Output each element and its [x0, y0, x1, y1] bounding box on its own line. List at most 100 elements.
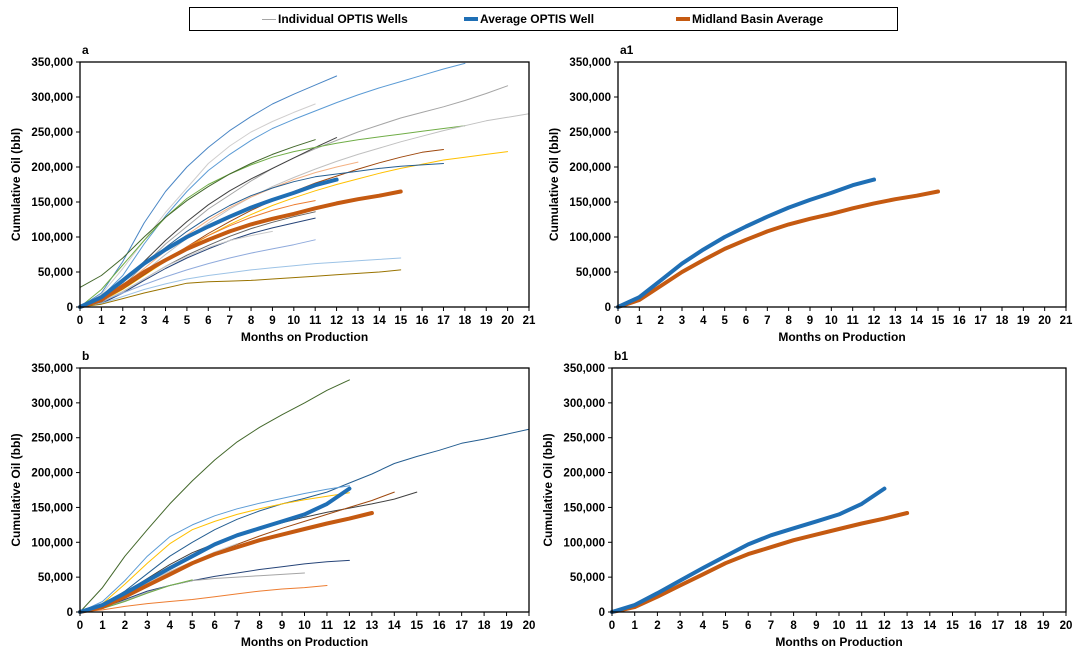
y-tick-label: 150,000: [31, 502, 73, 514]
x-tick-label: 20: [1038, 315, 1051, 327]
series-line-midland-1: [78, 189, 403, 309]
plot-area-frame: [617, 61, 1067, 308]
x-tick-label: 1: [99, 620, 106, 632]
x-tick-label: 9: [813, 620, 819, 632]
x-tick-label: 16: [416, 315, 429, 327]
y-tick-label: 50,000: [38, 267, 73, 279]
x-tick-label: 2: [122, 620, 128, 632]
chart-panel-a1: a1 0 50,000 100,000 150,000 200,000 250,000 300…: [547, 43, 1073, 344]
y-tick-label: 250,000: [31, 433, 73, 445]
x-tick-label: 10: [833, 620, 846, 632]
x-tick-label: 0: [77, 315, 83, 327]
chart-panel-b: b 0 50,000 100,000 150,000 200,000 250,000 300,…: [9, 349, 535, 649]
series-line-average-0: [610, 486, 887, 614]
x-tick-label: 14: [373, 315, 386, 327]
y-tick-label: 350,000: [563, 363, 605, 375]
y-axis-title: Cumulative Oil (bbl): [9, 128, 23, 241]
y-tick-label: 200,000: [569, 162, 611, 174]
series-line-individual-9: [79, 585, 328, 613]
plot-area-frame: [611, 367, 1067, 613]
y-tick-label: 0: [599, 607, 605, 619]
x-tick-label: 6: [205, 315, 211, 327]
panel-label: a1: [620, 43, 634, 57]
x-tick-label: 14: [388, 620, 401, 632]
x-tick-label: 2: [120, 315, 126, 327]
legend-swatch-midland: [676, 17, 690, 21]
x-tick-label: 6: [745, 620, 751, 632]
x-tick-label: 12: [330, 315, 343, 327]
x-tick-label: 15: [946, 620, 959, 632]
x-tick-label: 21: [1060, 315, 1073, 327]
x-tick-label: 11: [847, 315, 860, 327]
y-tick-label: 200,000: [31, 162, 73, 174]
x-tick-label: 11: [309, 315, 322, 327]
y-tick-label: 50,000: [570, 572, 605, 584]
series-line-individual-19: [79, 269, 402, 308]
x-tick-label: 16: [953, 315, 966, 327]
x-tick-label: 18: [458, 315, 471, 327]
series-line-midland-1: [616, 189, 940, 309]
series-line-individual-18: [79, 257, 402, 308]
x-tick-label: 20: [1060, 620, 1073, 632]
x-tick-label: 12: [868, 315, 881, 327]
x-tick-label: 15: [394, 315, 407, 327]
x-tick-label: 8: [785, 315, 792, 327]
x-tick-label: 13: [889, 315, 902, 327]
x-tick-label: 4: [167, 620, 174, 632]
y-tick-label: 0: [67, 302, 73, 314]
legend-item-midland-average: Midland Basin Average: [676, 12, 823, 26]
x-tick-label: 11: [321, 620, 334, 632]
panel-label: a: [82, 43, 89, 57]
x-tick-label: 2: [654, 620, 660, 632]
x-tick-label: 8: [790, 620, 797, 632]
y-tick-label: 300,000: [31, 398, 73, 410]
x-tick-label: 12: [878, 620, 891, 632]
y-tick-label: 150,000: [31, 197, 73, 209]
y-tick-label: 200,000: [563, 468, 605, 480]
y-tick-label: 100,000: [31, 537, 73, 549]
y-tick-label: 0: [605, 302, 611, 314]
x-tick-label: 18: [478, 620, 491, 632]
series-line-individual-2: [79, 379, 350, 613]
x-tick-label: 20: [523, 620, 536, 632]
series-line-individual-3: [79, 428, 530, 613]
panel-label: b1: [614, 349, 628, 363]
x-tick-label: 5: [721, 315, 728, 327]
x-tick-label: 1: [631, 620, 638, 632]
x-tick-label: 3: [677, 620, 683, 632]
y-tick-label: 350,000: [569, 57, 611, 69]
x-tick-label: 17: [992, 620, 1005, 632]
y-tick-label: 0: [67, 607, 73, 619]
x-tick-label: 0: [615, 315, 621, 327]
plot-area-frame: [79, 61, 530, 308]
x-tick-label: 19: [1037, 620, 1050, 632]
x-tick-label: 20: [501, 315, 514, 327]
series-line-individual-8: [79, 559, 350, 613]
legend-label-individual: Individual OPTIS Wells: [278, 12, 408, 26]
series-line-individual-20: [79, 230, 273, 308]
legend-label-average: Average OPTIS Well: [480, 12, 595, 26]
x-tick-label: 14: [910, 315, 923, 327]
y-tick-label: 100,000: [563, 537, 605, 549]
series-line-individual-7: [79, 125, 466, 308]
legend-swatch-average: [464, 17, 478, 21]
x-tick-label: 9: [807, 315, 813, 327]
x-tick-label: 6: [211, 620, 217, 632]
x-axis-title: Months on Production: [241, 635, 368, 649]
y-tick-label: 350,000: [31, 57, 73, 69]
series-line-midland-1: [78, 511, 374, 614]
x-tick-label: 3: [141, 315, 147, 327]
series-line-individual-9: [79, 113, 530, 308]
series-line-individual-5: [79, 492, 350, 613]
x-tick-label: 8: [256, 620, 263, 632]
x-tick-label: 12: [343, 620, 356, 632]
y-tick-label: 250,000: [31, 127, 73, 139]
x-axis-title: Months on Production: [241, 330, 368, 344]
y-tick-label: 150,000: [569, 197, 611, 209]
x-tick-label: 2: [657, 315, 663, 327]
x-tick-label: 15: [410, 620, 423, 632]
y-tick-label: 200,000: [31, 468, 73, 480]
x-axis-title: Months on Production: [775, 635, 902, 649]
x-tick-label: 13: [352, 315, 365, 327]
